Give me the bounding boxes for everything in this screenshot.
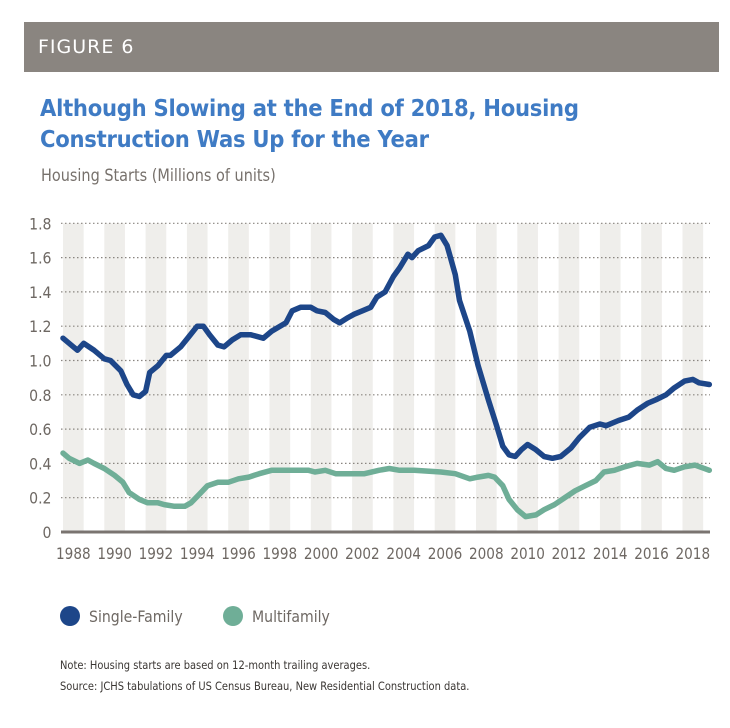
y-tick-label: 1.2 [29, 317, 51, 336]
year-band [393, 223, 415, 533]
x-tick-label: 2018 [676, 545, 711, 563]
legend-item-single-family: Single-Family [60, 606, 195, 626]
year-band [558, 223, 580, 533]
year-band [269, 223, 291, 533]
chart-notes: Note: Housing starts are based on 12-mon… [60, 655, 469, 697]
year-band [63, 223, 84, 533]
year-band [310, 223, 332, 533]
line-chart: 0 0.2 0.4 0.6 0.8 1.0 1.2 1.4 1.6 1.8 1988 1990 199… [29, 214, 713, 563]
x-tick-label: 1996 [221, 545, 256, 563]
note-text: Note: Housing starts are based on 12-mon… [60, 658, 371, 672]
x-tick-label: 2004 [386, 545, 421, 563]
legend-label: Single-Family [89, 606, 183, 626]
legend-item-multifamily: Multifamily [223, 606, 341, 626]
legend-label: Multifamily [252, 606, 331, 626]
year-band [476, 223, 497, 533]
gridlines [61, 222, 710, 499]
figure-label: FIGURE 6 [38, 36, 135, 58]
y-tick-label: 1.6 [29, 249, 51, 268]
x-tick-label: 2016 [634, 545, 669, 563]
year-band [186, 223, 208, 533]
x-tick-label: 1994 [180, 545, 215, 563]
x-tick-label: 2006 [428, 545, 463, 563]
series-lines [60, 232, 713, 520]
x-tick-label: 2010 [510, 545, 545, 563]
x-tick-label: 2002 [345, 545, 380, 563]
year-band [641, 223, 662, 533]
year-band [599, 223, 621, 533]
source-text: Source: JCHS tabulations of US Census Bu… [60, 679, 470, 693]
year-bands [63, 223, 704, 533]
single-family-swatch-icon [60, 606, 80, 626]
multifamily-line [60, 450, 713, 520]
x-tick-label: 1992 [139, 545, 174, 563]
x-tick-label: 1990 [97, 545, 132, 563]
multifamily-swatch-icon [223, 606, 244, 626]
x-tick-label: 2014 [593, 545, 628, 563]
y-axis-ticks: 0 0.2 0.4 0.6 0.8 1.0 1.2 1.4 1.6 1.8 [29, 214, 51, 542]
year-band [104, 223, 125, 533]
year-band [517, 223, 538, 533]
y-tick-label: 1.4 [29, 283, 51, 302]
year-band [145, 223, 167, 533]
y-tick-label: 0 [43, 523, 52, 542]
x-tick-label: 1988 [56, 545, 91, 563]
y-tick-label: 1.8 [29, 214, 51, 233]
y-tick-label: 0.8 [29, 386, 51, 405]
x-tick-label: 2000 [304, 545, 339, 563]
y-tick-label: 0.2 [29, 489, 51, 508]
figure-header-bar [24, 22, 719, 72]
single-family-line [60, 232, 713, 462]
x-tick-label: 2012 [552, 545, 587, 563]
x-axis-ticks: 1988 1990 1992 1994 1996 1998 2000 2002 2004 2006… [56, 545, 710, 563]
y-tick-label: 0.4 [29, 455, 51, 474]
y-tick-label: 1.0 [29, 352, 51, 371]
x-tick-label: 2008 [469, 545, 504, 563]
chart-title: Although Slowing at the End of 2018, Hou… [40, 96, 579, 153]
year-band [228, 223, 249, 533]
year-band [434, 223, 456, 533]
chart-subtitle: Housing Starts (Millions of units) [41, 166, 276, 186]
x-tick-label: 1998 [263, 545, 298, 563]
legend: Single-Family Multifamily [60, 604, 363, 628]
y-tick-label: 0.6 [29, 420, 51, 439]
year-band [352, 223, 373, 533]
